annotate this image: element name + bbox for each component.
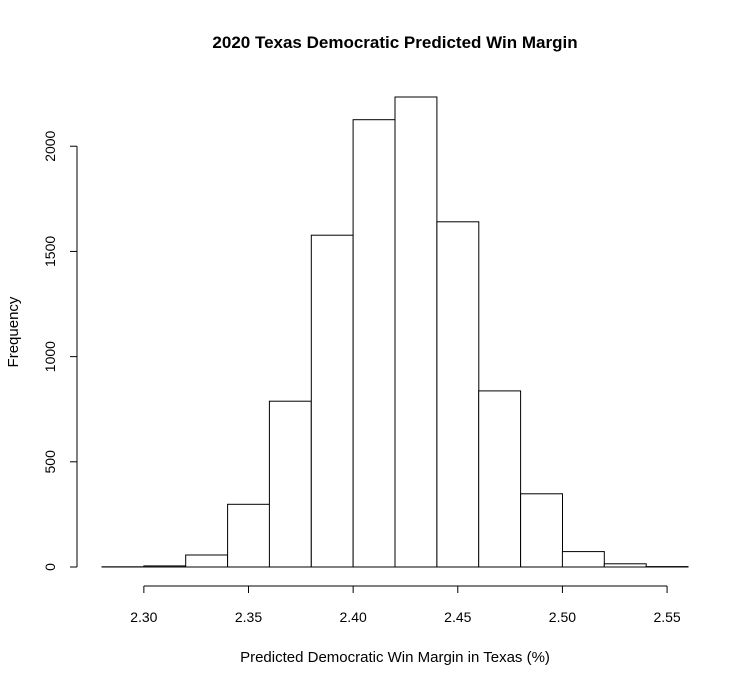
bars-group bbox=[102, 97, 688, 567]
x-axis-label: Predicted Democratic Win Margin in Texas… bbox=[240, 649, 550, 666]
x-tick-label: 2.30 bbox=[130, 609, 157, 625]
x-tick-label: 2.45 bbox=[444, 609, 471, 625]
histogram-bar bbox=[395, 97, 437, 567]
histogram-bar bbox=[186, 555, 228, 567]
x-tick-label: 2.55 bbox=[653, 609, 680, 625]
histogram-bar bbox=[562, 552, 604, 567]
y-tick-label: 2000 bbox=[42, 130, 58, 161]
y-tick-label: 1000 bbox=[42, 341, 58, 372]
histogram-bar bbox=[311, 235, 353, 567]
histogram-bar bbox=[144, 566, 186, 567]
x-tick-label: 2.35 bbox=[235, 609, 262, 625]
x-tick-label: 2.40 bbox=[340, 609, 367, 625]
histogram-bar bbox=[353, 120, 395, 567]
y-tick-label: 0 bbox=[42, 563, 58, 571]
chart-title: 2020 Texas Democratic Predicted Win Marg… bbox=[212, 33, 577, 52]
histogram-bar bbox=[479, 391, 521, 567]
histogram-bar bbox=[437, 222, 479, 567]
histogram-bar bbox=[228, 504, 270, 567]
histogram-bar bbox=[521, 494, 563, 567]
histogram-bar bbox=[604, 564, 646, 567]
y-axis: 0 500 1000 1500 2000 bbox=[42, 130, 77, 570]
y-tick-label: 1500 bbox=[42, 236, 58, 267]
y-tick-label: 500 bbox=[42, 450, 58, 474]
x-axis: 2.30 2.35 2.40 2.45 2.50 2.55 bbox=[130, 586, 681, 625]
y-axis-label: Frequency bbox=[5, 296, 22, 367]
histogram-bar bbox=[269, 401, 311, 567]
x-tick-label: 2.50 bbox=[549, 609, 576, 625]
